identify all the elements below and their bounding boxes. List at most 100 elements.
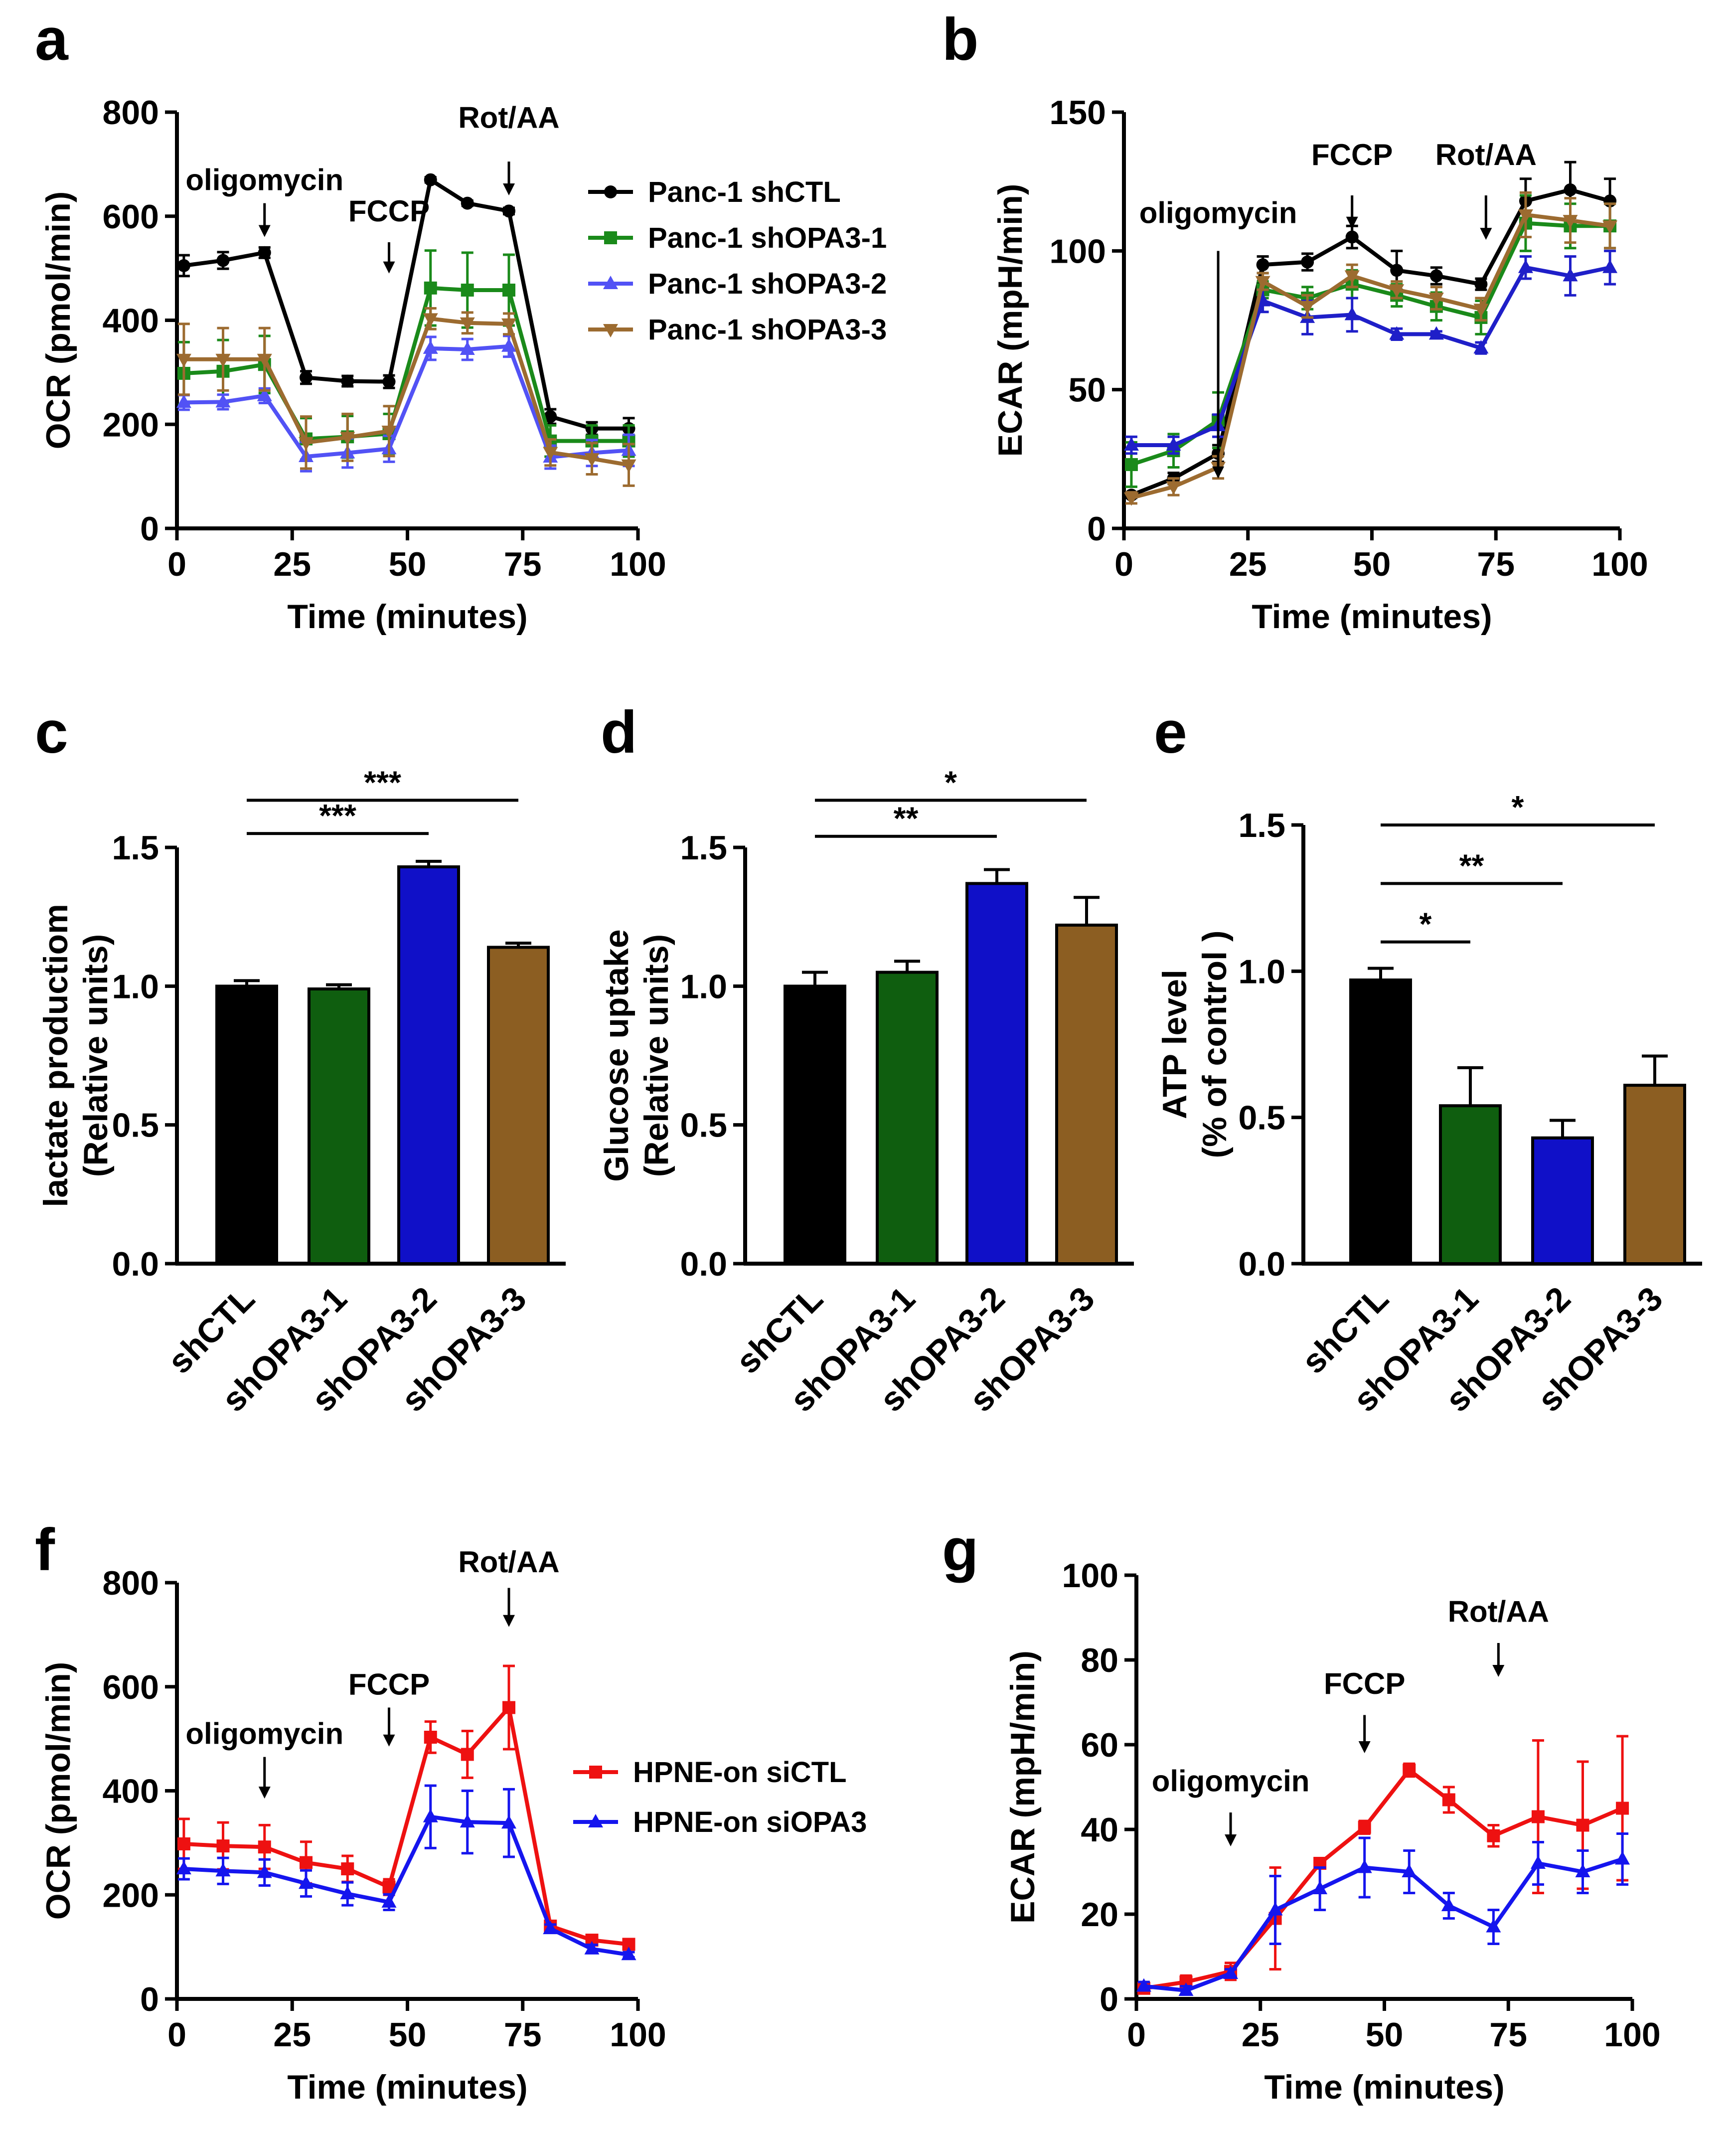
bar-d: [784, 985, 846, 1266]
data-point-b: [1256, 258, 1269, 272]
data-point-g: [1575, 1864, 1590, 1877]
data-point-g: [1403, 1764, 1416, 1777]
y-axis-title-f: OCR (pmol/min): [39, 1662, 77, 1920]
data-point-a: [341, 374, 354, 388]
data-point-b: [1518, 209, 1533, 223]
annotation-label-f: oligomycin: [185, 1717, 343, 1751]
y-axis-title-g: ECAR (mpH/min): [1004, 1650, 1042, 1924]
data-point-f: [341, 1862, 354, 1876]
y-tick-label-a: 0: [140, 510, 159, 548]
x-tick-label-b: 25: [1229, 545, 1267, 583]
data-point-b: [1344, 270, 1360, 284]
data-point-b: [1123, 437, 1139, 451]
annotation-arrowhead-g: [1358, 1741, 1371, 1753]
data-point-f: [340, 1886, 355, 1900]
series-a-3: [176, 307, 636, 487]
data-point-b: [1518, 259, 1533, 273]
legend-label-f: HPNE-on siOPA3: [633, 1806, 867, 1838]
data-point-b: [1344, 307, 1360, 321]
data-point-a: [423, 313, 438, 327]
series-line-a: [183, 177, 629, 431]
data-point-f: [461, 1748, 474, 1761]
y-tick-label-g: 60: [1081, 1726, 1118, 1764]
data-point-a: [299, 437, 314, 451]
y-axis-title-d: Glucose uptake: [598, 929, 635, 1181]
data-point-g: [1312, 1881, 1328, 1894]
series-line-g: [1143, 1768, 1623, 1990]
x-tick-label-g: 75: [1489, 2016, 1527, 2054]
data-point-g: [1402, 1864, 1417, 1877]
data-point-f: [216, 1839, 230, 1853]
annotation-arrowhead-b: [1480, 228, 1492, 240]
x-axis-title-f: Time (minutes): [287, 2068, 527, 2106]
y-tick-label-b: 50: [1068, 371, 1106, 409]
data-point-a: [177, 259, 190, 272]
y-tick-label-f: 600: [103, 1668, 159, 1706]
y-tick-label-c: 0.0: [112, 1245, 159, 1283]
annotation-label-a: oligomycin: [185, 164, 343, 197]
panel-a-ocr-line-chart: a 0 200 400 600 800 0 25 50 75 100 Time (minutes) O…: [35, 6, 887, 636]
annotation-label-g: FCCP: [1324, 1667, 1405, 1700]
panel-g-ecar-line-chart: g 0 20 40 60 80 100 0 25 50 75 100 Time (minutes) EC…: [942, 1516, 1661, 2106]
legend-label-a: Panc-1 shOPA3-1: [648, 222, 887, 254]
y-axis-title-c: (Relative units): [77, 934, 115, 1177]
annotation-label-b: FCCP: [1311, 138, 1393, 171]
data-point-a: [461, 196, 474, 210]
series-line-b: [1130, 221, 1610, 467]
data-point-g: [1616, 1802, 1629, 1815]
y-tick-label-f: 200: [103, 1876, 159, 1914]
annotation-label-g: Rot/AA: [1448, 1595, 1549, 1629]
annotation-arrowhead-f: [503, 1615, 515, 1627]
annotation-arrowhead-f: [383, 1734, 395, 1747]
x-tick-label-a: 0: [167, 545, 186, 583]
series-g-1: [1136, 1832, 1630, 1996]
data-point-b: [1300, 301, 1315, 315]
data-point-g: [1530, 1855, 1546, 1869]
y-tick-label-f: 800: [103, 1564, 159, 1602]
x-tick-label-b: 0: [1114, 545, 1133, 583]
series-line-f: [183, 1705, 629, 1947]
panel-label-a: a: [35, 6, 69, 73]
bar-e: [1623, 1084, 1686, 1265]
data-point-a: [502, 283, 515, 297]
x-tick-label-a: 50: [389, 545, 427, 583]
legend-label-a: Panc-1 shOPA3-2: [648, 268, 887, 300]
data-point-a: [460, 341, 475, 355]
y-tick-label-d: 0.5: [680, 1107, 727, 1145]
data-point-a: [460, 317, 475, 331]
data-point-a: [340, 432, 355, 446]
legend-marker-f: [589, 1766, 602, 1779]
x-tick-label-b: 75: [1477, 545, 1515, 583]
x-tick-label-f: 75: [504, 2016, 542, 2054]
data-point-b: [1564, 183, 1577, 196]
data-point-f: [176, 1861, 191, 1875]
data-point-a: [216, 254, 230, 267]
x-tick-label-f: 50: [389, 2016, 427, 2054]
annotation-arrowhead-g: [1492, 1665, 1505, 1677]
data-point-a: [501, 338, 516, 352]
bar-d: [965, 882, 1028, 1266]
legend-marker-a: [604, 185, 617, 198]
panel-label-f: f: [35, 1516, 55, 1583]
y-tick-label-g: 100: [1062, 1557, 1118, 1595]
data-point-a: [424, 281, 437, 295]
bar-c: [308, 987, 370, 1265]
data-point-b: [1563, 215, 1578, 229]
legend-label-f: HPNE-on siCTL: [633, 1756, 847, 1789]
legend-marker-f: [588, 1814, 603, 1827]
panel-f-ocr-line-chart: f 0 200 400 600 800 0 25 50 75 100 Time (minutes) O…: [35, 1516, 867, 2106]
data-point-g: [1441, 1898, 1456, 1911]
series-line-a: [183, 286, 629, 443]
data-point-f: [300, 1856, 313, 1869]
y-tick-label-d: 1.0: [680, 968, 727, 1005]
annotation-arrowhead-b: [1346, 216, 1358, 229]
y-tick-label-a: 600: [103, 198, 159, 236]
data-point-f: [258, 1840, 271, 1854]
data-point-g: [1358, 1820, 1371, 1834]
annotation-label-g: oligomycin: [1152, 1765, 1310, 1798]
series-line-a: [183, 317, 630, 467]
series-line-b: [1131, 265, 1610, 447]
legend-label-a: Panc-1 shCTL: [648, 176, 841, 208]
data-point-f: [381, 1894, 397, 1908]
